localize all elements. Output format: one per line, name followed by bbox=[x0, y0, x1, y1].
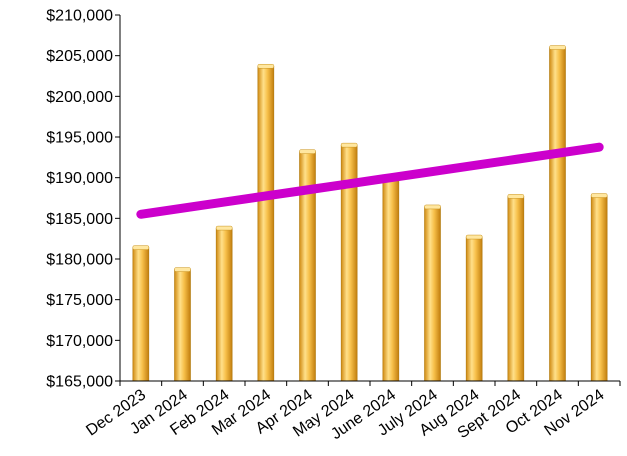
bar-cap bbox=[215, 225, 233, 231]
bar-series bbox=[132, 45, 608, 382]
trendline bbox=[136, 142, 604, 219]
y-tick-label: $180,000 bbox=[46, 252, 113, 269]
bar bbox=[132, 247, 150, 382]
bar bbox=[424, 206, 441, 382]
y-tick-label: $165,000 bbox=[46, 374, 113, 391]
bar bbox=[549, 47, 566, 382]
y-tick-label: $195,000 bbox=[46, 130, 113, 147]
bar bbox=[465, 236, 483, 382]
bar bbox=[215, 227, 233, 382]
bar-cap bbox=[549, 45, 566, 50]
y-tick-label: $170,000 bbox=[46, 333, 113, 350]
y-tick-label: $185,000 bbox=[46, 211, 113, 228]
y-tick-label: $205,000 bbox=[46, 48, 113, 65]
bar bbox=[257, 65, 275, 382]
bar-cap bbox=[340, 142, 358, 148]
bar-cap bbox=[132, 245, 150, 250]
y-tick-label: $210,000 bbox=[46, 8, 113, 25]
bar-cap bbox=[590, 193, 608, 198]
bar-cap bbox=[465, 234, 483, 240]
bar bbox=[174, 269, 191, 382]
bar bbox=[507, 196, 525, 382]
bar-cap bbox=[299, 149, 316, 154]
trendline-series bbox=[136, 142, 604, 219]
bar-cap bbox=[507, 194, 525, 199]
bar bbox=[590, 195, 608, 382]
y-tick-label: $190,000 bbox=[46, 170, 113, 187]
y-tick-label: $175,000 bbox=[46, 292, 113, 309]
bar-cap bbox=[174, 267, 191, 272]
axes bbox=[119, 15, 620, 382]
bar-cap bbox=[257, 63, 275, 69]
bar bbox=[382, 176, 400, 382]
y-axis-ticks: $165,000 $170,000 $175,000 $180,000 $185,000… bbox=[46, 8, 120, 391]
y-tick-label: $200,000 bbox=[46, 89, 113, 106]
bar-cap bbox=[424, 204, 441, 210]
